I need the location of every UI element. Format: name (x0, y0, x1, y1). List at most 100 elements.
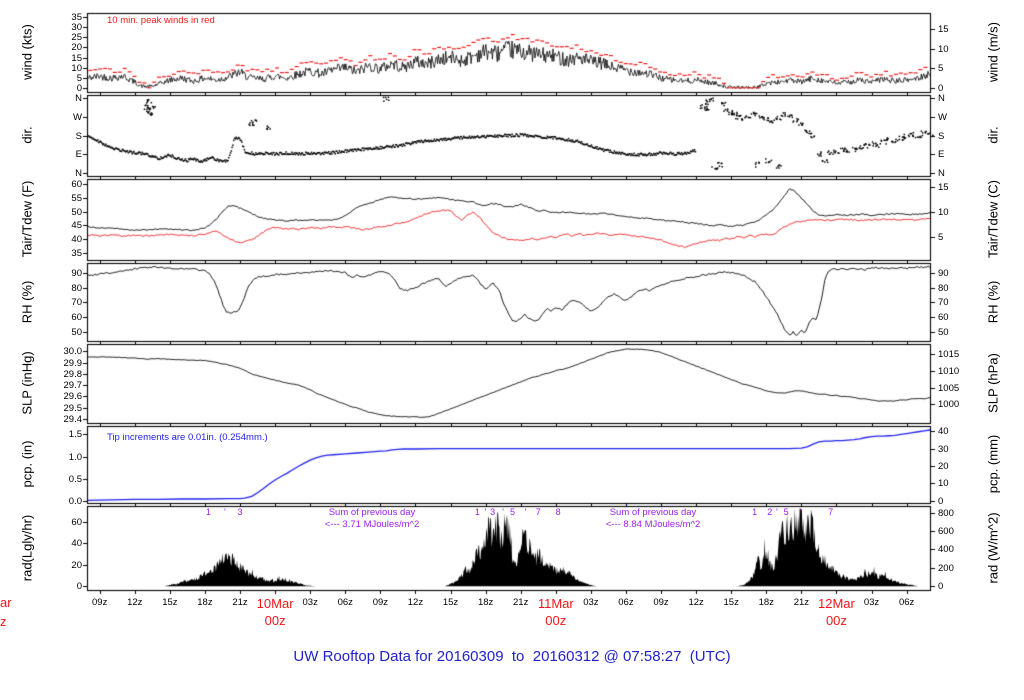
xtick-hour-label: 03z (302, 597, 318, 608)
rad-sum-mark: ' (223, 507, 226, 517)
wind-ytick-left: 35 (71, 11, 82, 23)
dir-ytick-left: E (75, 148, 82, 160)
rh-ytick-left: 50 (71, 326, 82, 338)
dir-ytick-left: S (75, 130, 82, 142)
rad-sum-annotation-2-line1: Sum of previous day (609, 507, 697, 518)
wind-ytick-left: 25 (71, 31, 82, 43)
wind-peak-annotation: 10 min. peak winds in red (107, 15, 215, 26)
slp-ytick-right: 1005 (938, 382, 960, 394)
tair-ytick-left: 50 (71, 206, 82, 218)
rad-sum-annotation-1-line1: Sum of previous day (328, 507, 416, 518)
rh-ytick-right: 70 (938, 296, 949, 308)
rh-ytick-left: 80 (71, 282, 82, 294)
page-title: UW Rooftop Data for 20160309 to 20160312… (293, 648, 731, 665)
xtick-hour-label: 21z (513, 597, 529, 608)
rad-sum-mark: 3 (490, 507, 496, 517)
rad-sum-mark: 3 (237, 507, 243, 517)
xtick-date-label: 12Mar (818, 596, 855, 611)
pcp-ytick-left: 0.5 (68, 473, 82, 485)
xtick-hour-label: 12z (127, 597, 143, 608)
rad-sum-mark: 2 (767, 507, 773, 517)
xtick-hour-label: 21z (793, 597, 810, 608)
pcp-ytick-left: 1.5 (68, 428, 82, 440)
tair-ytick-right: 15 (938, 181, 949, 193)
wind-ytick-left: 5 (76, 72, 82, 84)
xtick-hour-label: 09z (653, 597, 669, 608)
rad-ytick-right: 200 (938, 562, 954, 574)
slp-ytick-right: 1010 (938, 365, 960, 377)
slp-ytick-left: 29.7 (63, 379, 83, 391)
wind-ytick-right: 0 (938, 82, 944, 94)
rad-sum-mark: 8 (555, 507, 561, 517)
rad-sum-annotation-1-line2: <--- 3.71 MJoules/m^2 (324, 518, 420, 530)
wind-ytick-left: 15 (71, 52, 82, 64)
clipped-date-line1: ar (0, 595, 12, 610)
rh-ytick-right: 60 (938, 311, 949, 323)
wind-ytick-left: 20 (71, 41, 82, 53)
rad-ytick-left: 0 (76, 580, 82, 592)
slp-ytick-left: 29.4 (63, 413, 83, 425)
slp-ytick-right: 1000 (938, 398, 960, 410)
xtick-date-label: 10Mar (256, 596, 294, 611)
rad-sum-annotation-2: Sum of previous day <--- 8.84 MJoules/m^… (606, 507, 700, 530)
pcp-ytick-left: 0.0 (68, 495, 82, 507)
xtick-hour-label: 06z (618, 597, 634, 608)
pcp-ytick-left: 1.0 (68, 451, 82, 463)
pcp-ytick-right: 40 (938, 425, 949, 437)
rad-sum-mark: ' (775, 507, 778, 517)
rad-sum-mark: ' (484, 507, 487, 517)
rad-sum-mark: 1 (474, 507, 480, 517)
wind-ytick-left: 0 (76, 82, 82, 94)
slp-ytick-left: 29.8 (63, 368, 83, 380)
xtick-hour-label: 03z (583, 597, 599, 608)
xtick-hour-label: 06z (337, 597, 353, 608)
rh-ytick-left: 70 (71, 296, 82, 308)
rad-sum-mark: 1 (205, 507, 211, 517)
tair-ytick-left: 35 (71, 247, 82, 259)
rh-ytick-right: 90 (938, 267, 949, 279)
tair-ytick-left: 55 (71, 192, 82, 204)
wind-ytick-right: 5 (938, 62, 944, 74)
rad-sum-mark: 5 (509, 507, 516, 517)
xtick-hour-label: 15z (723, 597, 739, 608)
rad-sum-mark: ' (502, 507, 504, 517)
rad-ytick-right: 0 (938, 580, 944, 592)
rad-sum-mark: 7 (535, 507, 541, 517)
xtick-hour-label: 18z (477, 597, 494, 608)
pcp-ytick-right: 20 (938, 460, 949, 472)
rad-ytick-right: 800 (938, 507, 954, 519)
xtick-date-hour-label: 00z (545, 613, 567, 628)
xtick-hour-label: 09z (372, 597, 389, 608)
slp-ytick-left: 29.6 (63, 390, 83, 402)
dir-ytick-left: W (73, 111, 82, 123)
pcp-ytick-right: 10 (938, 477, 949, 489)
dir-ytick-right: W (938, 111, 947, 123)
rad-ytick-right: 400 (938, 543, 954, 555)
rad-sum-mark: ' (524, 507, 527, 517)
xtick-hour-label: 18z (758, 597, 774, 608)
pcp-tip-annotation: Tip increments are 0.01in. (0.254mm.) (107, 432, 268, 443)
dir-ytick-left: N (75, 167, 82, 179)
dir-ytick-left: N (75, 92, 82, 104)
dir-ytick-right: S (938, 130, 945, 142)
pcp-ytick-right: 0 (938, 495, 944, 507)
slp-ytick-left: 29.5 (63, 402, 83, 414)
rad-ytick-left: 20 (71, 559, 82, 571)
xtick-date-hour-label: 00z (264, 613, 286, 628)
xtick-hour-label: 15z (162, 597, 178, 608)
xtick-hour-label: 18z (197, 597, 213, 608)
xtick-hour-label: 12z (688, 597, 704, 608)
slp-ytick-left: 30.0 (63, 345, 83, 357)
wind-ytick-left: 10 (71, 62, 82, 74)
rad-sum-annotation-1: Sum of previous day <--- 3.71 MJoules/m^… (325, 507, 419, 530)
rh-ytick-right: 80 (938, 282, 949, 294)
pcp-ytick-right: 30 (938, 443, 949, 455)
tair-ytick-left: 60 (71, 178, 82, 190)
rad-sum-annotation-2-line2: <--- 8.84 MJoules/m^2 (605, 518, 701, 530)
xtick-hour-label: 12z (407, 597, 424, 608)
dir-ytick-right: N (938, 167, 945, 179)
xtick-hour-label: 15z (442, 597, 459, 608)
tair-ytick-right: 10 (938, 206, 949, 218)
